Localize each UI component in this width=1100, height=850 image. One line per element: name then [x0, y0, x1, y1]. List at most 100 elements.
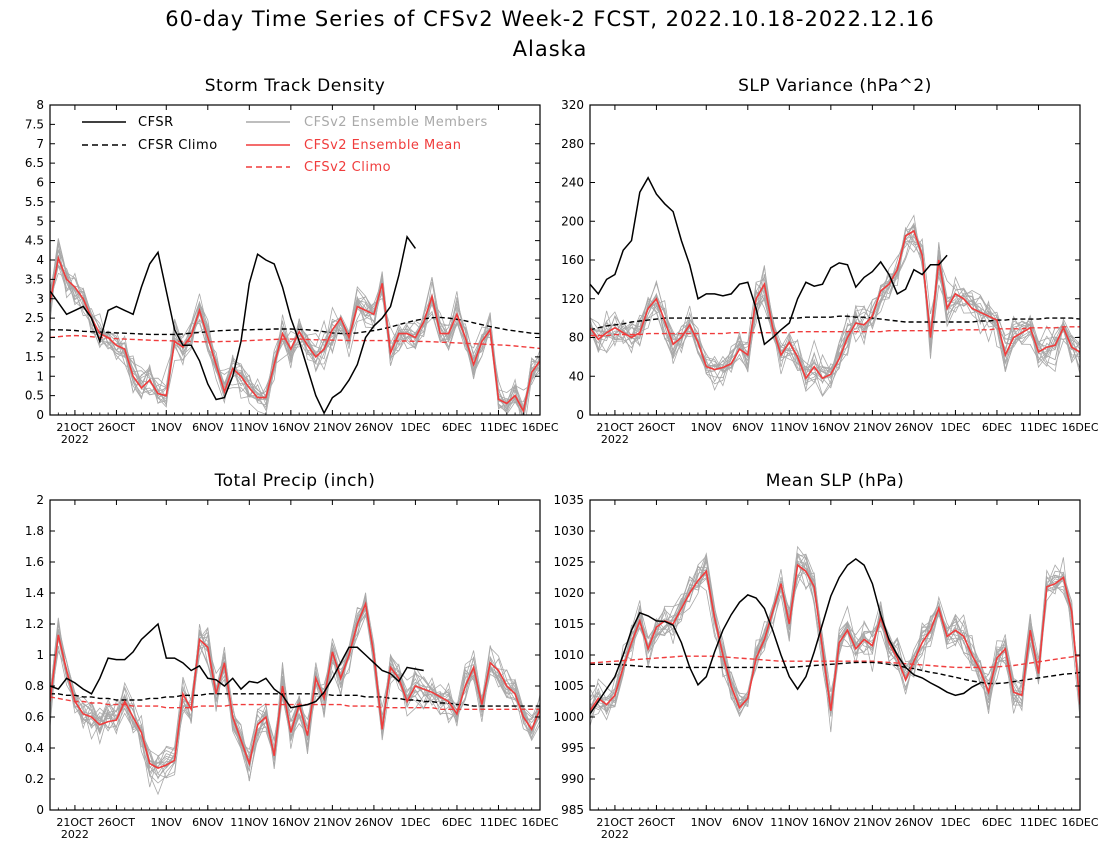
x-tick-label: 11NOV	[770, 816, 809, 829]
ensemble-member-line	[50, 256, 540, 415]
x-tick-label: 21NOV	[853, 816, 892, 829]
x-tick-label: 26OCT	[638, 421, 675, 434]
cfsr-climo-line	[590, 315, 1080, 331]
x-year-label: 2022	[61, 433, 89, 446]
y-tick-label: 1005	[553, 679, 584, 693]
ensemble-member-line	[590, 233, 1080, 397]
x-tick-label: 1DEC	[400, 816, 430, 829]
x-tick-label: 6DEC	[442, 816, 472, 829]
plot-area	[50, 234, 540, 415]
cfsv2-climo-line	[590, 654, 1080, 669]
y-tick-label: 0.5	[25, 389, 44, 403]
y-tick-label: 7.5	[25, 117, 44, 131]
ensemble-member-line	[590, 545, 1080, 710]
ensemble-members	[50, 238, 540, 415]
y-tick-label: 8	[36, 98, 44, 112]
x-tick-label: 21OCT	[56, 421, 93, 434]
figure-title: 60-day Time Series of CFSv2 Week-2 FCST,…	[165, 7, 934, 31]
x-tick-label: 21NOV	[853, 421, 892, 434]
cfsr-line	[50, 234, 417, 415]
y-tick-label: 80	[569, 331, 584, 345]
legend-cfsr-climo-label: CFSR Climo	[138, 138, 218, 153]
ensemble-member-line	[590, 234, 1080, 384]
y-tick-label: 120	[561, 292, 584, 306]
y-tick-label: 2	[36, 331, 44, 345]
x-tick-label: 6DEC	[442, 421, 472, 434]
x-tick-label: 26OCT	[98, 816, 135, 829]
x-tick-label: 16NOV	[812, 421, 851, 434]
y-tick-label: 1	[36, 369, 44, 383]
y-tick-label: 320	[561, 98, 584, 112]
y-tick-label: 2	[36, 493, 44, 507]
x-tick-label: 6NOV	[192, 816, 224, 829]
cfsr-line	[50, 622, 424, 709]
ensemble-member-line	[50, 239, 540, 415]
y-tick-label: 0.4	[25, 741, 44, 755]
y-tick-label: 5.5	[25, 195, 44, 209]
plot-frame	[49, 104, 541, 416]
x-tick-label: 16DEC	[521, 816, 558, 829]
x-tick-label: 21OCT	[56, 816, 93, 829]
y-tick-label: 1.4	[25, 586, 44, 600]
ensemble-members	[590, 545, 1080, 733]
x-tick-label: 1NOV	[151, 421, 183, 434]
x-tick-label: 1DEC	[400, 421, 430, 434]
figure-subtitle: Alaska	[513, 37, 588, 61]
x-tick-label: 11NOV	[230, 816, 269, 829]
y-tick-label: 280	[561, 137, 584, 151]
y-tick-label: 6	[36, 176, 44, 190]
x-tick-label: 21NOV	[313, 421, 352, 434]
x-tick-label: 16NOV	[272, 816, 311, 829]
y-tick-label: 0.2	[25, 772, 44, 786]
x-tick-label: 6DEC	[982, 816, 1012, 829]
x-tick-label: 16DEC	[521, 421, 558, 434]
x-tick-label: 26OCT	[98, 421, 135, 434]
ensemble-member-line	[50, 238, 540, 409]
x-tick-label: 11NOV	[770, 421, 809, 434]
x-tick-label: 11DEC	[480, 816, 517, 829]
x-tick-label: 26NOV	[895, 816, 934, 829]
panel-title: Mean SLP (hPa)	[766, 471, 905, 491]
y-tick-label: 0	[36, 408, 44, 422]
cfsr-climo-line	[50, 693, 540, 707]
y-tick-label: 0	[36, 803, 44, 817]
panel-title: Storm Track Density	[205, 76, 386, 96]
ensemble-mean-line	[50, 600, 540, 769]
cfsr-line	[590, 557, 981, 715]
plot-area	[50, 592, 540, 796]
y-tick-label: 1010	[553, 648, 584, 662]
y-tick-label: 985	[561, 803, 584, 817]
x-tick-label: 16NOV	[272, 421, 311, 434]
y-tick-label: 1.8	[25, 524, 44, 538]
x-tick-label: 11DEC	[480, 421, 517, 434]
ensemble-member-line	[590, 227, 1080, 379]
ensemble-member-line	[590, 222, 1080, 376]
x-tick-label: 21OCT	[596, 816, 633, 829]
ensemble-mean-line	[50, 255, 540, 414]
y-tick-label: 0.6	[25, 710, 44, 724]
y-tick-label: 7	[36, 137, 44, 151]
x-year-label: 2022	[61, 828, 89, 841]
panel-title: SLP Variance (hPa^2)	[738, 76, 932, 96]
plot-area	[590, 176, 1080, 397]
x-tick-label: 1DEC	[940, 816, 970, 829]
y-tick-label: 6.5	[25, 156, 44, 170]
x-tick-label: 11DEC	[1020, 421, 1057, 434]
plot-frame	[49, 499, 541, 811]
legend: CFSR CFSR Climo CFSv2 Ensemble Members C…	[82, 115, 488, 175]
y-tick-label: 990	[561, 772, 584, 786]
x-tick-label: 6DEC	[982, 421, 1012, 434]
x-tick-label: 6NOV	[732, 816, 764, 829]
panel-total-precip: Total Precip (inch) 0 0.2 0.4 0.6 0.8 1 1.2 1.4 1…	[25, 471, 559, 841]
y-tick-label: 4	[36, 253, 44, 267]
y-tick-label: 40	[569, 369, 584, 383]
y-tick-label: 1020	[553, 586, 584, 600]
legend-members-label: CFSv2 Ensemble Members	[304, 115, 488, 130]
y-tick-label: 2.5	[25, 311, 44, 325]
y-tick-label: 5	[36, 214, 44, 228]
cfsv2-climo-line	[50, 334, 540, 350]
legend-cfsv2-climo-label: CFSv2 Climo	[304, 160, 391, 175]
panel-storm-track-density: Storm Track Density 0 0.5 1 1.5 2 2.5 3 3.5 4 4.5 5…	[25, 76, 559, 446]
ensemble-mean-line	[590, 229, 1080, 380]
